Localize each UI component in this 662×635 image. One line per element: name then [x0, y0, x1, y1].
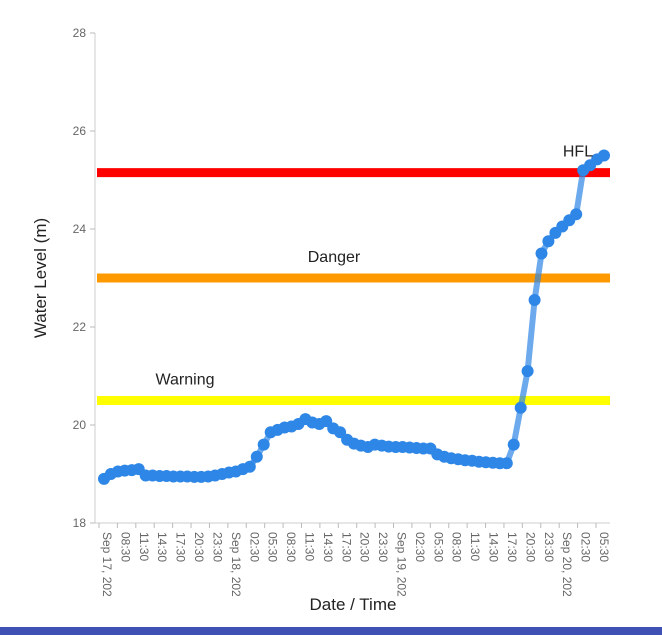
x-tick-label: 14:30 [487, 532, 501, 562]
y-axis-title: Water Level (m) [31, 218, 50, 338]
x-tick-label: 11:30 [468, 532, 482, 561]
y-tick-label: 22 [73, 320, 87, 334]
x-tick-label: 23:30 [542, 532, 556, 562]
x-tick-label: 08:30 [284, 532, 298, 562]
x-tick-label: 11:30 [302, 532, 316, 561]
data-point[interactable] [570, 208, 583, 221]
x-tick-label: 02:30 [579, 532, 593, 562]
y-tick-label: 24 [73, 222, 87, 236]
data-point[interactable] [250, 450, 263, 463]
data-point[interactable] [507, 438, 520, 451]
bottom-bar [0, 627, 662, 635]
x-tick-label: 02:30 [247, 532, 261, 562]
x-tick-label: 20:30 [523, 532, 537, 562]
x-tick-label: Sep 17, 202 [100, 532, 114, 597]
x-tick-label: 14:30 [321, 532, 335, 562]
data-point[interactable] [521, 365, 534, 378]
reference-label-danger: Danger [308, 249, 361, 266]
y-tick-label: 18 [73, 516, 87, 530]
water-level-series [98, 149, 610, 485]
data-point[interactable] [514, 401, 527, 414]
y-tick-label: 28 [73, 26, 87, 40]
x-tick-label: 14:30 [155, 532, 169, 562]
x-tick-label: 08:30 [450, 532, 464, 562]
x-tick-label: 23:30 [376, 532, 390, 562]
reference-label-warning: Warning [156, 372, 215, 389]
x-tick-label: 05:30 [431, 532, 445, 562]
x-tick-label: 23:30 [210, 532, 224, 562]
data-point[interactable] [257, 438, 270, 451]
series-line [101, 152, 607, 482]
x-tick-label: Sep 19, 202 [395, 532, 409, 597]
x-tick-label: 05:30 [597, 532, 611, 562]
x-tick-label: 08:30 [118, 532, 132, 562]
data-point[interactable] [542, 235, 555, 248]
reference-label-hfl: HFL [563, 144, 593, 161]
data-point[interactable] [598, 149, 610, 162]
x-tick-label: 17:30 [505, 532, 519, 562]
x-tick-label: 05:30 [266, 532, 280, 562]
x-tick-label: Sep 18, 202 [229, 532, 243, 597]
x-axis-ticks: Sep 17, 202 08:30 11:30 14:30 17:30 20:30 23:3… [98, 523, 611, 597]
x-tick-label: 17:30 [339, 532, 353, 562]
y-axis-ticks: 18 20 22 24 26 28 [73, 26, 95, 530]
x-tick-label: 11:30 [137, 532, 151, 561]
data-point[interactable] [535, 247, 548, 260]
x-tick-label: 02:30 [413, 532, 427, 562]
data-point[interactable] [500, 457, 513, 470]
x-axis-title: Date / Time [310, 595, 397, 614]
x-tick-label: 20:30 [192, 532, 206, 562]
x-tick-label: 17:30 [174, 532, 188, 562]
x-tick-label: Sep 20, 202 [560, 532, 574, 597]
data-point[interactable] [528, 294, 541, 306]
reference-line-labels: HFL Danger Warning [156, 144, 594, 389]
data-point[interactable] [243, 460, 256, 473]
plot-area: 18 20 22 24 26 28 Sep 17, 202 08:30 11:30 14:30 1… [73, 26, 611, 597]
y-tick-label: 20 [73, 418, 87, 432]
x-tick-label: 20:30 [358, 532, 372, 562]
reference-lines [97, 168, 610, 405]
y-tick-label: 26 [73, 124, 87, 138]
